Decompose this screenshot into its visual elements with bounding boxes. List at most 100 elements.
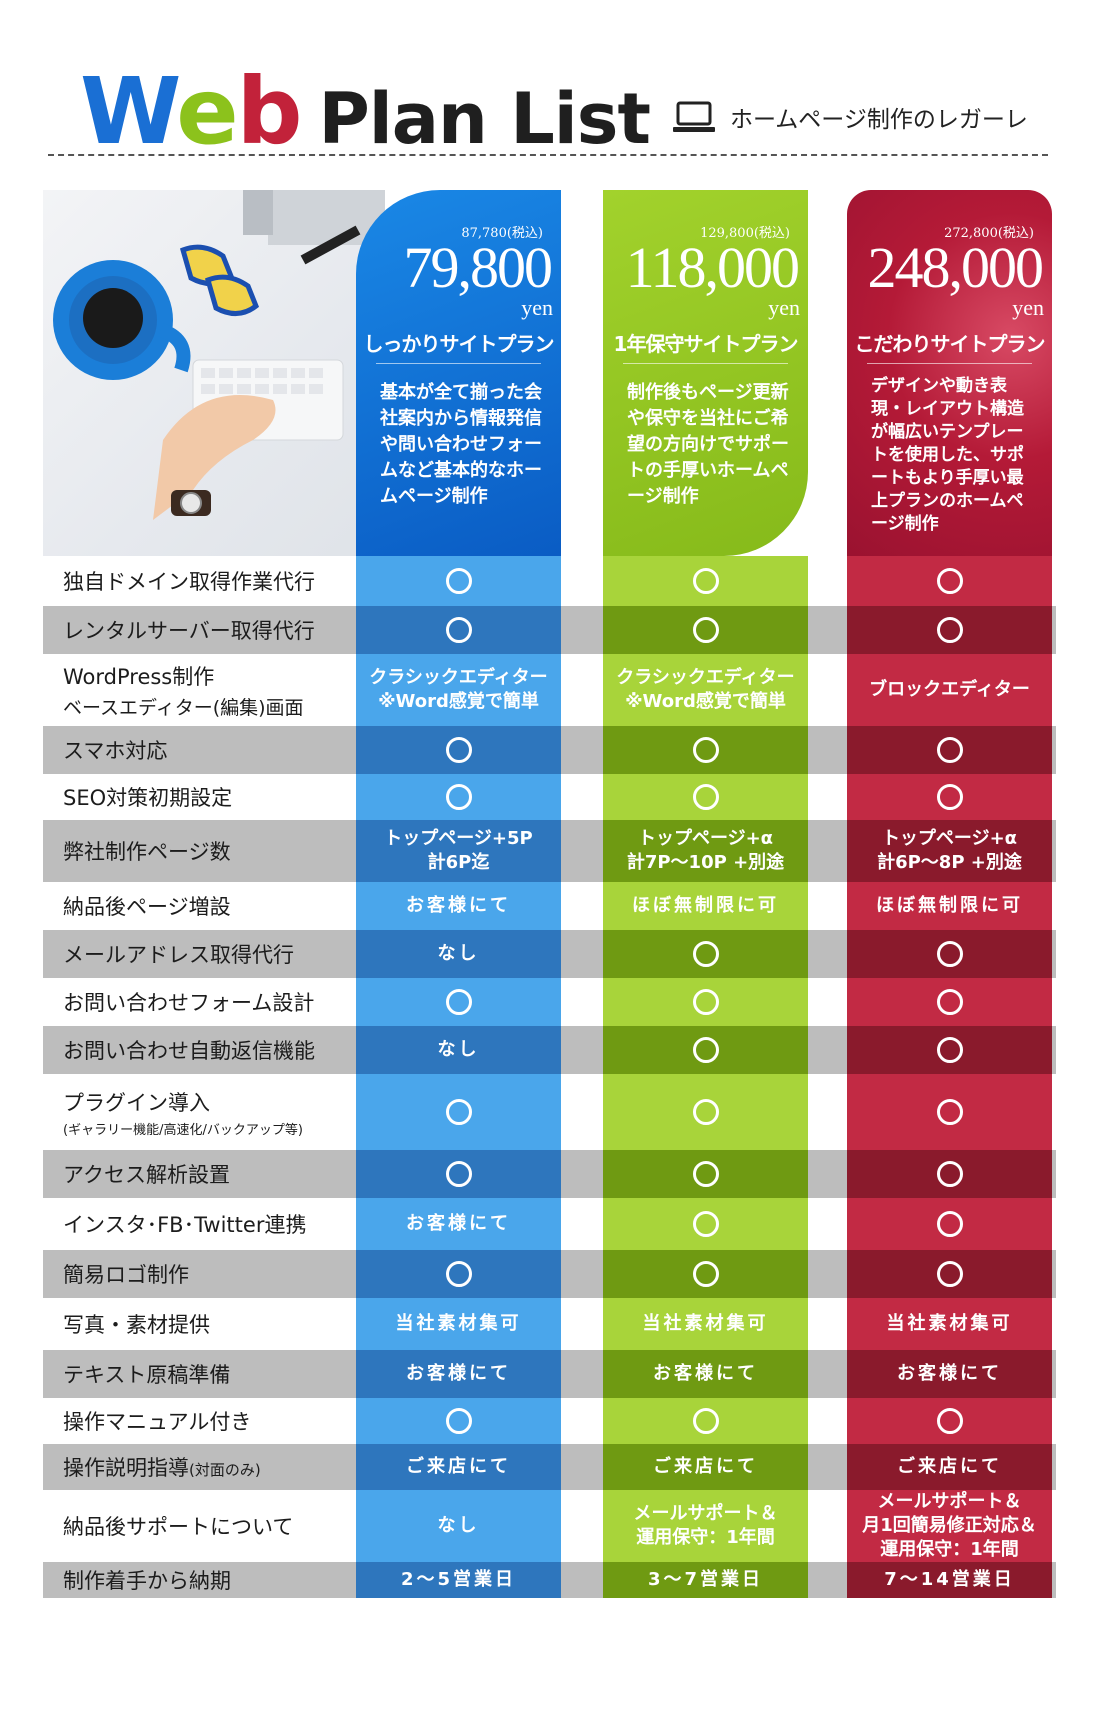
circle-icon — [692, 1408, 719, 1434]
row-label: インスタ･FB･Twitter連携 — [43, 1198, 356, 1250]
plan-description: 基本が全て揃った会社案内から情報発信や問い合わせフォームなど基本的なホームページ… — [380, 382, 542, 507]
cell-text: なし — [437, 943, 480, 964]
cell-text: クラシックエディター ※Word感覚で簡単 — [369, 667, 548, 712]
circle-icon — [445, 1408, 472, 1434]
plan-cell-value: トップページ+5P 計6P迄 — [356, 820, 561, 882]
cell-text: メールサポート＆ 月1回簡易修正対応＆ 運用保守：1年間 — [862, 1491, 1037, 1560]
row-label: 独自ドメイン取得作業代行 — [43, 556, 356, 606]
plan-cell-value: ほぼ無制限に可 — [847, 882, 1052, 930]
included-circle-icon — [356, 726, 561, 774]
plan-price: 248,000 — [867, 235, 1044, 300]
row-label-text: メールアドレス取得代行 — [63, 943, 294, 967]
table-row: 操作マニュアル付き — [43, 1398, 1056, 1444]
included-circle-icon — [847, 1250, 1052, 1298]
circle-icon — [692, 1037, 719, 1063]
plan-name: こだわりサイトプラン — [854, 332, 1046, 356]
header: Web Plan List ホームページ制作のレガーレ — [0, 0, 1110, 165]
plan-cell-value: メールサポート＆ 月1回簡易修正対応＆ 運用保守：1年間 — [847, 1490, 1052, 1562]
cell-text: お客様にて — [406, 1363, 511, 1384]
circle-icon — [692, 1211, 719, 1237]
plan-cell-value: 3〜7営業日 — [603, 1562, 808, 1598]
circle-icon — [692, 737, 719, 763]
included-circle-icon — [847, 774, 1052, 820]
circle-icon — [692, 1261, 719, 1287]
circle-icon — [936, 1211, 963, 1237]
table-row: プラグイン導入 (ギャラリー機能/高速化/バックアップ等) — [43, 1074, 1056, 1150]
table-row: 簡易ロゴ制作 — [43, 1250, 1056, 1298]
row-label: お問い合わせフォーム設計 — [43, 978, 356, 1026]
included-circle-icon — [847, 930, 1052, 978]
row-label: スマホ対応 — [43, 726, 356, 774]
plan-column-basic: 87,780(税込) 79,800 yen しっかりサイトプラン 基本が全て揃っ… — [356, 190, 561, 1723]
plan-cell-value: クラシックエディター ※Word感覚で簡単 — [603, 654, 808, 726]
cell-text: お客様にて — [653, 1363, 758, 1384]
row-label-sub: (ギャラリー機能/高速化/バックアップ等) — [63, 1122, 303, 1138]
cell-text: トップページ+α 計7P〜10P +別途 — [626, 828, 785, 873]
included-circle-icon — [356, 1250, 561, 1298]
circle-icon — [445, 784, 472, 810]
row-label: レンタルサーバー取得代行 — [43, 606, 356, 654]
row-label-text: 簡易ロゴ制作 — [63, 1263, 189, 1287]
plan-cell-value: ブロックエディター — [847, 654, 1052, 726]
circle-icon — [692, 784, 719, 810]
table-row: インスタ･FB･Twitter連携 お客様にて — [43, 1198, 1056, 1250]
cell-text: ご来店にて — [897, 1456, 1002, 1477]
included-circle-icon — [847, 1150, 1052, 1198]
circle-icon — [692, 1161, 719, 1187]
cell-text: ほぼ無制限に可 — [632, 895, 779, 916]
included-circle-icon — [603, 606, 808, 654]
logo-e: e — [176, 58, 238, 165]
circle-icon — [445, 1099, 472, 1125]
table-row: メールアドレス取得代行 なし — [43, 930, 1056, 978]
company-label: ホームページ制作のレガーレ — [730, 107, 1028, 133]
table-row: SEO対策初期設定 — [43, 774, 1056, 820]
plan-cell-value: なし — [356, 930, 561, 978]
circle-icon — [936, 1099, 963, 1125]
plan-cell-value: お客様にて — [847, 1350, 1052, 1398]
plan-cell-value: 当社素材集可 — [603, 1298, 808, 1350]
plan-cell-value: お客様にて — [356, 1198, 561, 1250]
included-circle-icon — [847, 1198, 1052, 1250]
included-circle-icon — [603, 1074, 808, 1150]
circle-icon — [445, 737, 472, 763]
row-label-text: 納品後ページ増設 — [63, 895, 231, 919]
plan-name: しっかりサイトプラン — [363, 332, 555, 356]
plan-cell-value: 7〜14営業日 — [847, 1562, 1052, 1598]
row-label-text: 写真・素材提供 — [63, 1313, 210, 1337]
plan-yen: yen — [1012, 295, 1044, 320]
table-row: 写真・素材提供 当社素材集可 当社素材集可 当社素材集可 — [43, 1298, 1056, 1350]
circle-icon — [936, 1408, 963, 1434]
plan-name: 1年保守サイトプラン — [613, 332, 799, 356]
table-row: 納品後ページ増設 お客様にて ほぼ無制限に可 ほぼ無制限に可 — [43, 882, 1056, 930]
included-circle-icon — [603, 774, 808, 820]
included-circle-icon — [847, 556, 1052, 606]
row-label-text: 操作マニュアル付き — [63, 1410, 252, 1434]
row-label-text: 弊社制作ページ数 — [63, 840, 231, 864]
cell-text: なし — [437, 1039, 480, 1060]
plan-cell-value: 2〜5営業日 — [356, 1562, 561, 1598]
row-label: 弊社制作ページ数 — [43, 820, 356, 882]
row-label-text: 納品後サポートについて — [63, 1515, 294, 1539]
row-label-text: インスタ･FB･Twitter連携 — [63, 1213, 307, 1237]
cell-text: お客様にて — [406, 1213, 511, 1234]
row-label-text: スマホ対応 — [63, 739, 168, 763]
row-label: 制作着手から納期 — [43, 1562, 356, 1598]
table-row: 操作説明指導(対面のみ) ご来店にて ご来店にて ご来店にて — [43, 1444, 1056, 1490]
logo: Web Plan List — [80, 58, 651, 165]
header-divider — [48, 154, 1048, 156]
included-circle-icon — [847, 726, 1052, 774]
comparison-table: 独自ドメイン取得作業代行 レンタルサーバー取得代行 WordPress制作 ベースエデ… — [43, 556, 1056, 1598]
circle-icon — [936, 941, 963, 967]
table-row: テキスト原稿準備 お客様にて お客様にて お客様にて — [43, 1350, 1056, 1398]
included-circle-icon — [847, 1026, 1052, 1074]
laptop-icon — [673, 101, 715, 132]
row-label: 簡易ロゴ制作 — [43, 1250, 356, 1298]
included-circle-icon — [847, 1398, 1052, 1444]
row-label-text: テキスト原稿準備 — [63, 1363, 231, 1387]
included-circle-icon — [356, 774, 561, 820]
row-label-text: WordPress制作 — [63, 664, 215, 689]
logo-b: b — [236, 58, 303, 165]
plan-price: 118,000 — [625, 235, 800, 300]
included-circle-icon — [603, 1026, 808, 1074]
cell-text: ほぼ無制限に可 — [876, 895, 1023, 916]
